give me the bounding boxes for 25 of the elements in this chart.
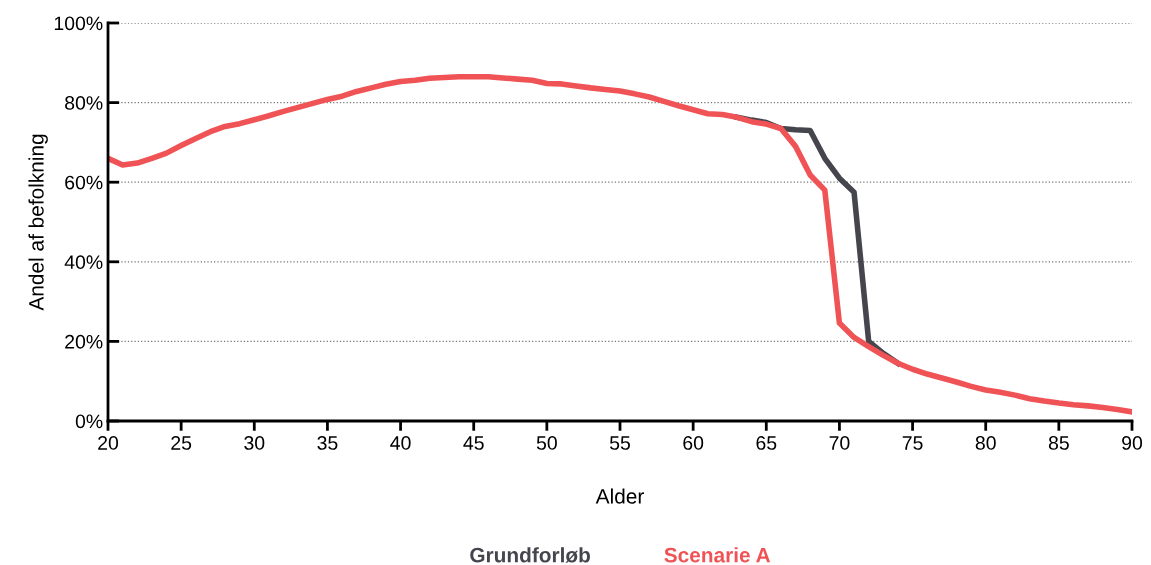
x-tick-label: 90 — [1122, 436, 1143, 450]
y-tick-label: 80% — [65, 96, 103, 110]
x-tick-label: 20 — [98, 436, 119, 450]
x-tick-label: 35 — [317, 436, 338, 450]
x-tick-label: 65 — [756, 436, 777, 450]
x-tick-label: 60 — [683, 436, 704, 450]
text: Grundforløb — [470, 547, 590, 563]
x-tick-label: 50 — [536, 436, 557, 450]
x-tick-label: 80 — [975, 436, 996, 450]
x-tick-label: 75 — [902, 436, 923, 450]
text: Scenarie A — [664, 547, 771, 563]
x-tick-label: 45 — [463, 436, 484, 450]
y-tick-label: 60% — [65, 175, 103, 190]
x-tick-label: 40 — [390, 436, 411, 450]
y-tick-label: 40% — [64, 255, 103, 270]
y-tick-label: 0% — [75, 414, 103, 429]
y-tick-label: 20% — [65, 334, 103, 349]
x-tick-label: 85 — [1048, 436, 1069, 450]
y-tick-label: 100% — [54, 16, 103, 31]
x-tick-label: 25 — [171, 436, 192, 450]
x-tick-label: 30 — [244, 436, 265, 450]
x-tick-label: 70 — [829, 436, 850, 450]
x-axis-title: Alder — [595, 488, 644, 504]
x-tick-label: 55 — [609, 436, 630, 450]
y-axis-title: Andel af befolkning — [28, 134, 48, 311]
